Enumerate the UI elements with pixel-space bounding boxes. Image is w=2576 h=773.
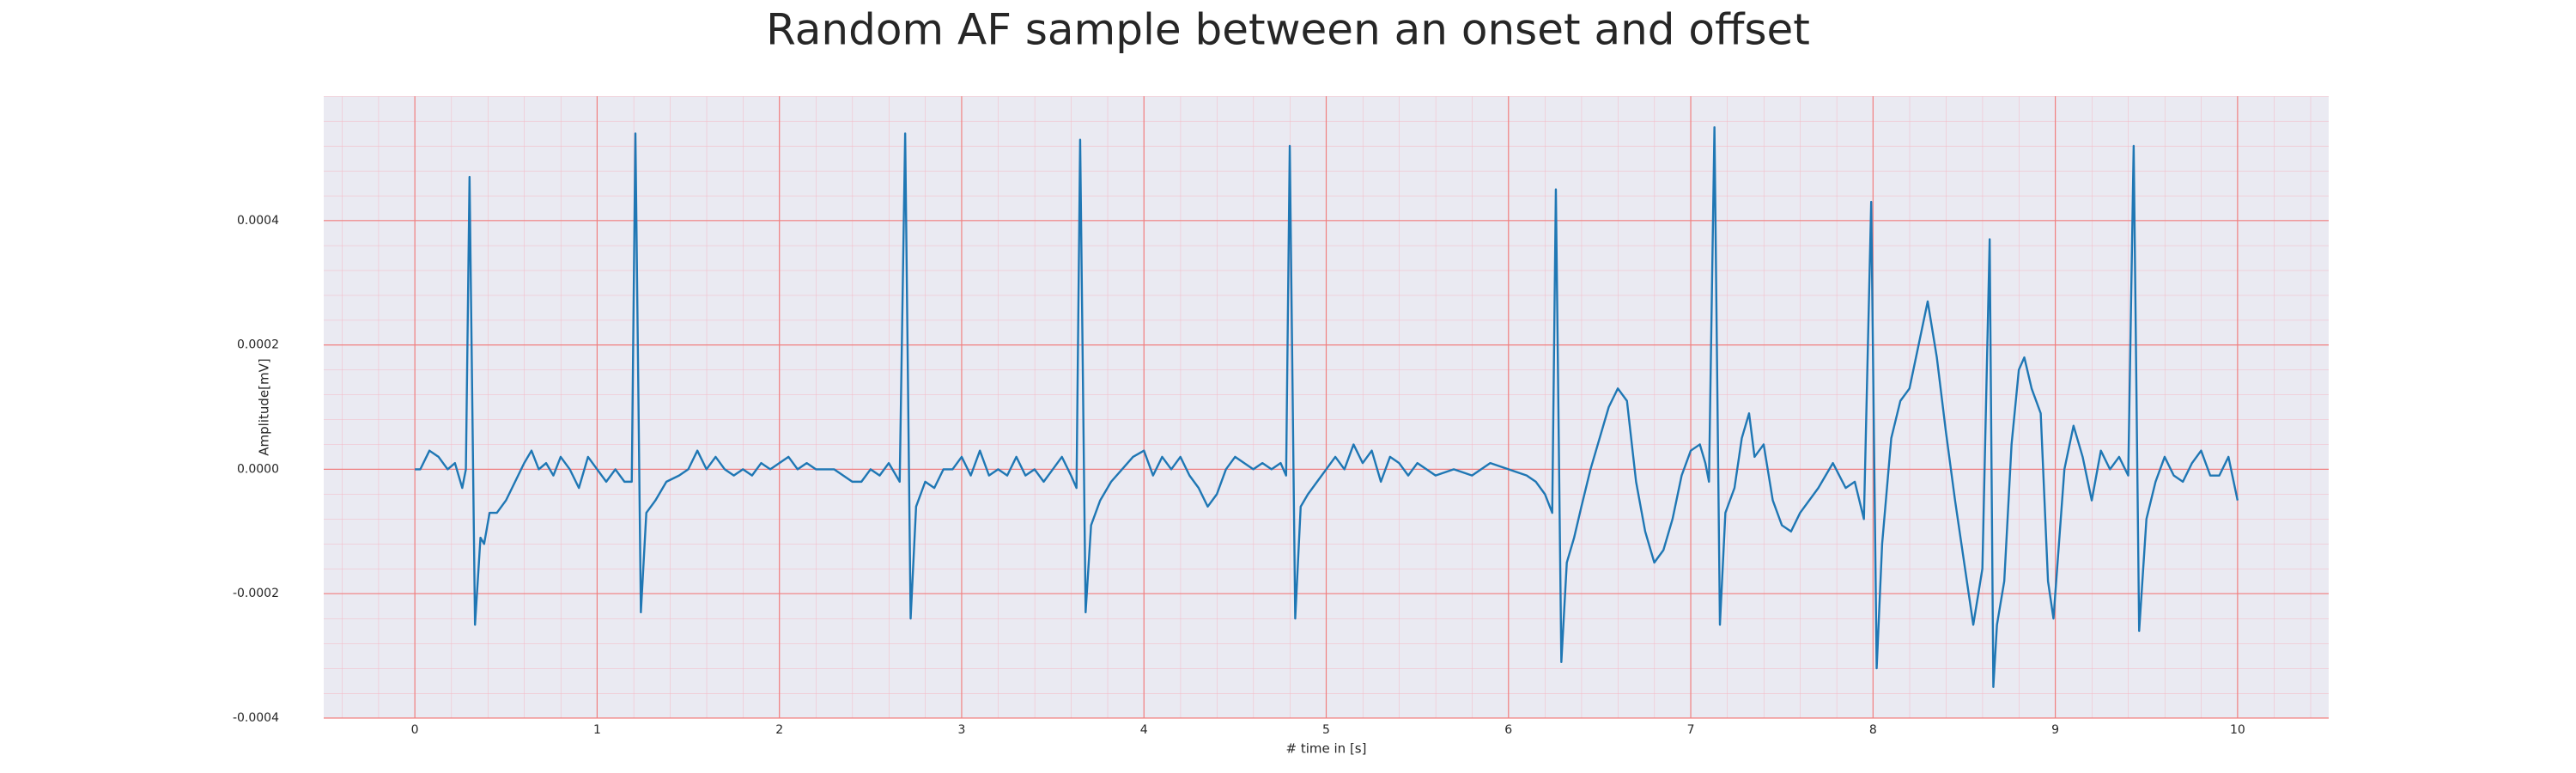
x-tick-label: 9 [2051,723,2059,737]
y-tick-label: 0.0004 [237,214,279,228]
y-tick-label: -0.0004 [233,711,279,725]
x-tick-label: 8 [1869,723,1877,737]
x-tick-label: 2 [775,723,783,737]
y-tick-label: 0.0002 [237,338,279,352]
chart-title: Random AF sample between an onset and of… [766,5,1810,55]
x-tick-label: 3 [957,723,965,737]
x-tick-label: 0 [411,723,419,737]
line-series [415,126,2239,688]
y-tick-label: -0.0002 [233,587,279,600]
x-tick-label: 5 [1322,723,1330,737]
x-tick-label: 7 [1687,723,1695,737]
x-tick-label: 1 [593,723,601,737]
y-tick-label: 0.0000 [237,462,279,476]
y-axis-label: Amplitude[mV] [257,358,272,455]
x-axis-label: # time in [s] [1286,741,1367,757]
x-tick-label: 6 [1504,723,1512,737]
x-tick-label: 10 [2230,723,2245,737]
x-tick-label: 4 [1140,723,1148,737]
